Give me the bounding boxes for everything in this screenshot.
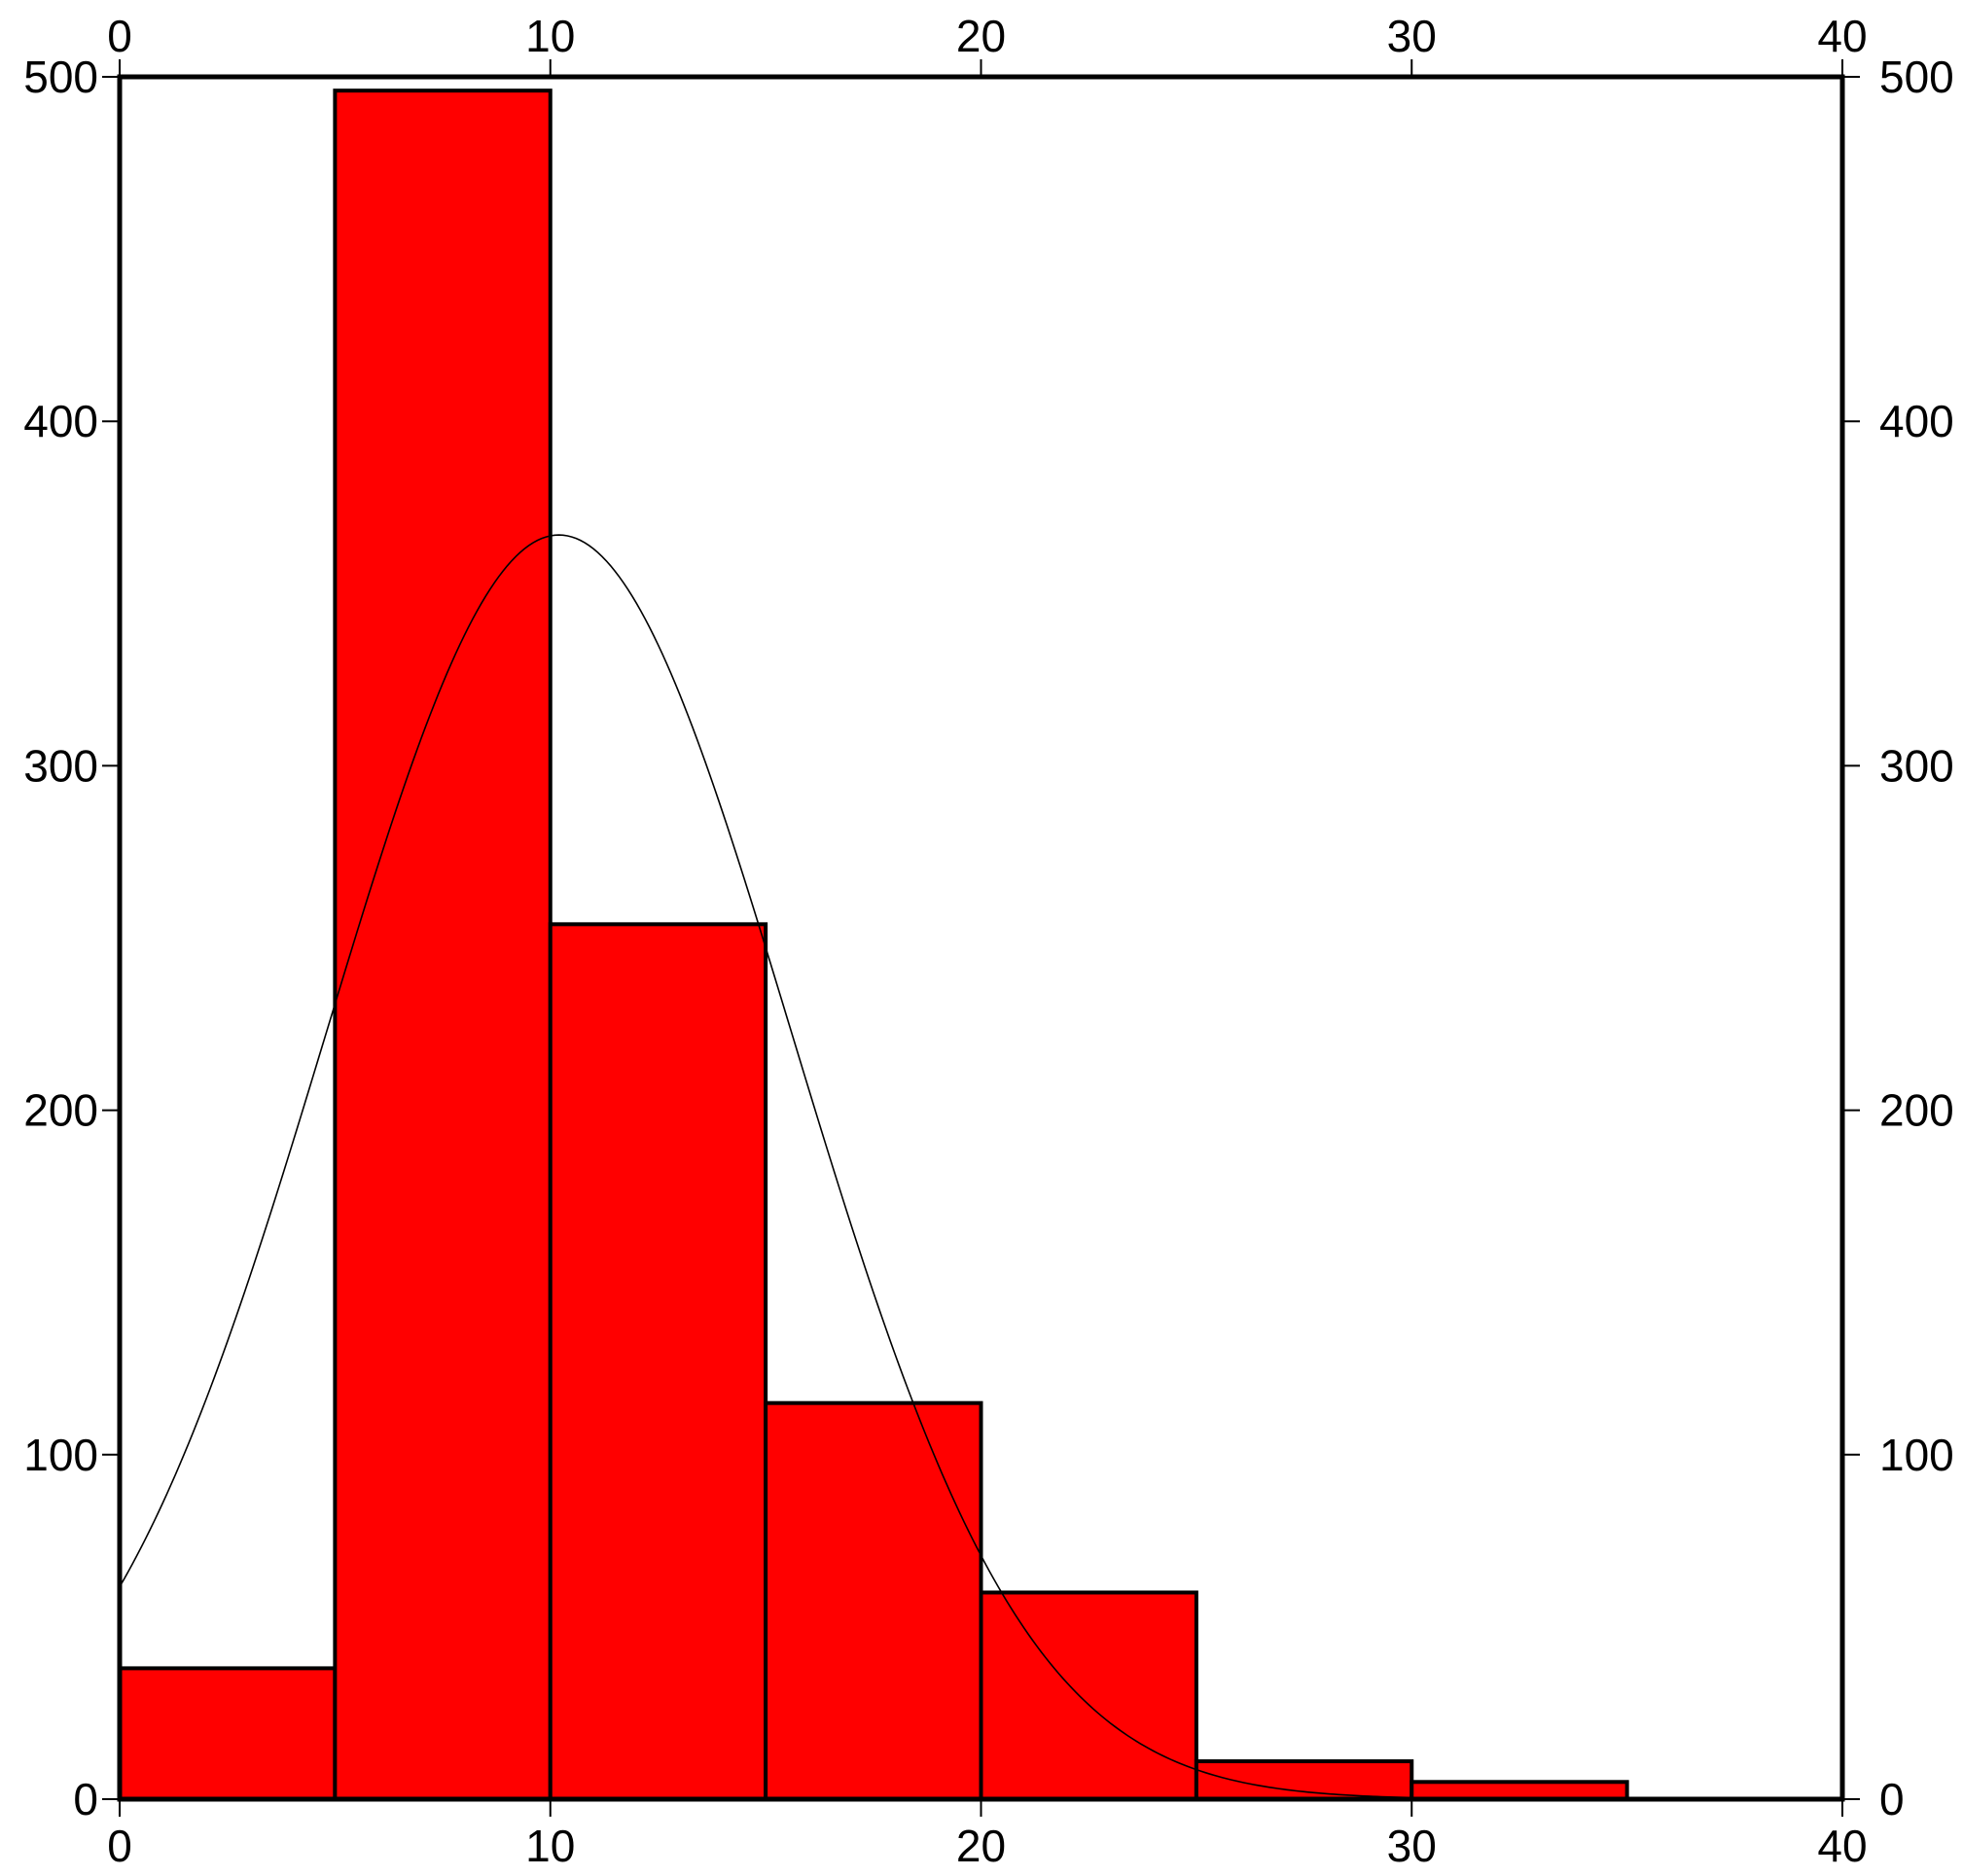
y-tick-label-left-3: 300 <box>23 740 98 791</box>
x-tick-label-top-3: 30 <box>1387 11 1437 61</box>
histogram-bar-4 <box>979 1590 1198 1801</box>
y-tick-label-right-3: 300 <box>1879 740 1954 791</box>
histogram-bar-1 <box>333 88 553 1802</box>
y-tick-label-left-2: 200 <box>23 1085 98 1136</box>
x-tick-label-top-0: 0 <box>107 11 132 61</box>
y-tick-label-right-1: 100 <box>1879 1430 1954 1480</box>
x-tick-label-bottom-4: 40 <box>1817 1821 1867 1871</box>
y-tick-label-left-0: 0 <box>73 1774 98 1824</box>
x-tick-label-top-4: 40 <box>1817 11 1867 61</box>
y-tick-label-left-4: 400 <box>23 396 98 446</box>
y-tick-label-right-0: 0 <box>1879 1774 1905 1824</box>
x-tick-label-top-1: 10 <box>525 11 575 61</box>
x-tick-label-top-2: 20 <box>956 11 1006 61</box>
y-tick-label-right-4: 400 <box>1879 396 1954 446</box>
histogram-bar-0 <box>118 1666 338 1802</box>
y-tick-label-left-1: 100 <box>23 1430 98 1480</box>
x-tick-label-bottom-1: 10 <box>525 1821 575 1871</box>
axis-ticks <box>102 59 1860 1817</box>
histogram-bar-2 <box>548 922 768 1801</box>
x-tick-label-bottom-3: 30 <box>1387 1821 1437 1871</box>
histogram-bar-3 <box>764 1400 983 1802</box>
histogram-bars <box>118 88 1629 1802</box>
histogram-bar-6 <box>1410 1780 1629 1802</box>
histogram-bar-5 <box>1194 1759 1414 1801</box>
y-tick-label-right-2: 200 <box>1879 1085 1954 1136</box>
x-tick-label-bottom-2: 20 <box>956 1821 1006 1871</box>
y-tick-label-left-5: 500 <box>23 52 98 102</box>
x-tick-label-bottom-0: 0 <box>107 1821 132 1871</box>
y-tick-label-right-5: 500 <box>1879 52 1954 102</box>
